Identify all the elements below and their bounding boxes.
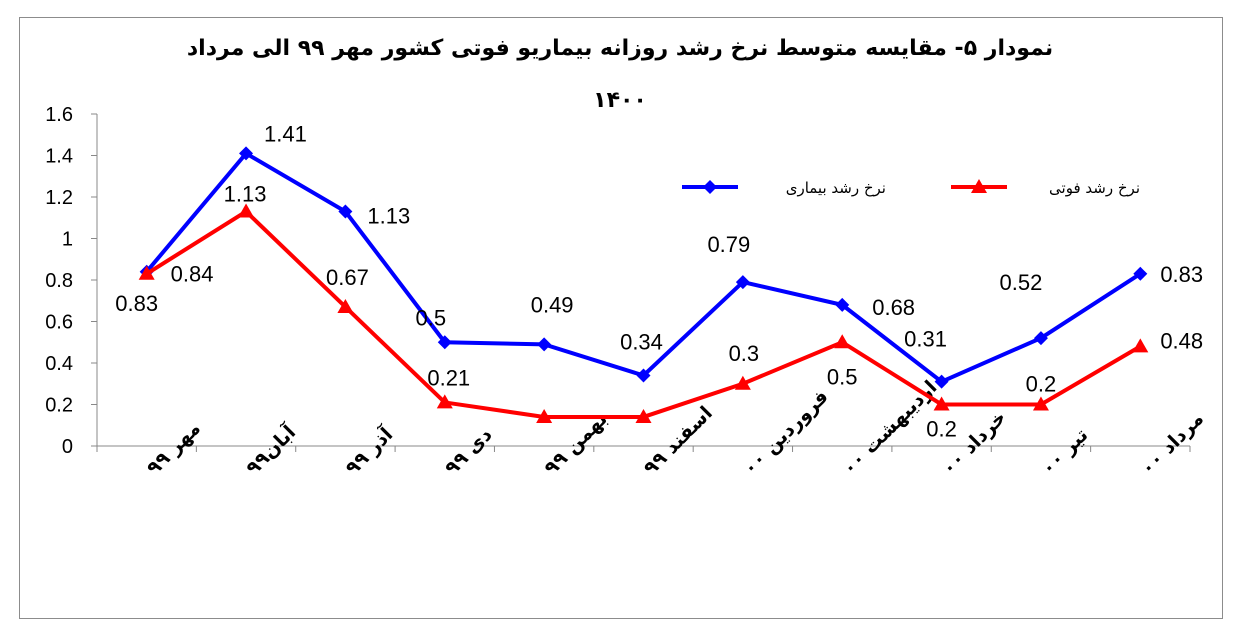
data-label: 0.49	[531, 292, 574, 317]
y-tick-label: 0.2	[45, 395, 73, 417]
data-label: 1.13	[224, 182, 267, 207]
data-label: 0.31	[904, 327, 947, 352]
data-point-triangle	[834, 334, 851, 349]
x-tick-label: آبان۹۹	[241, 420, 301, 480]
data-label: 0.83	[1160, 262, 1203, 287]
data-point-triangle	[337, 298, 354, 313]
data-point-triangle	[933, 396, 950, 411]
data-label: 0.34	[620, 329, 663, 354]
x-tick-label: تیر ۰۰	[1037, 424, 1093, 480]
data-label: 1.13	[367, 204, 410, 229]
data-label: 0.52	[1000, 270, 1043, 295]
chart-title-line2: ۱۴۰۰	[593, 88, 647, 113]
data-label: 0.5	[415, 305, 446, 330]
data-point-triangle	[138, 265, 155, 280]
data-point-diamond	[835, 297, 850, 312]
series-line	[145, 209, 1142, 419]
legend-marker-triangle	[971, 179, 987, 193]
x-tick-label: مهر ۹۹	[143, 417, 205, 479]
y-tick-label: 0	[62, 436, 73, 458]
legend-label: نرخ رشد فوتی	[1049, 179, 1140, 197]
data-label: 0.2	[1026, 372, 1057, 397]
y-tick-label: 1.2	[45, 187, 73, 209]
data-point-diamond	[934, 374, 949, 389]
data-label: 1.41	[264, 121, 307, 146]
data-point-triangle	[536, 408, 553, 423]
x-tick-label: فروردین ۰۰	[739, 386, 833, 480]
y-tick-label: 0.8	[45, 270, 73, 292]
data-point-diamond	[437, 335, 452, 350]
data-point-diamond	[537, 337, 552, 352]
legend-marker-diamond	[703, 180, 717, 194]
chart-title: نمودار ۵- مقایسه متوسط نرخ رشد روزانه بی…	[186, 36, 1054, 61]
data-point-diamond	[1133, 266, 1148, 281]
data-label: 0.3	[729, 341, 760, 366]
data-point-diamond	[338, 204, 353, 219]
data-point-triangle	[635, 408, 652, 423]
data-point-triangle	[734, 375, 751, 390]
chart-frame	[19, 17, 1223, 619]
data-label: 0.83	[115, 291, 158, 316]
data-point-diamond	[1033, 331, 1048, 346]
data-label: 0.67	[326, 265, 369, 290]
data-label: 0.2	[926, 417, 957, 442]
data-label: 0.5	[827, 364, 858, 389]
legend-label: نرخ رشد بیماری	[786, 179, 886, 197]
data-point-triangle	[1032, 396, 1049, 411]
y-tick-label: 0.6	[45, 312, 73, 334]
data-label: 0.79	[707, 232, 750, 257]
x-tick-label: دی ۹۹	[441, 424, 497, 480]
data-label: 0.21	[427, 365, 470, 390]
data-point-triangle	[436, 394, 453, 409]
y-tick-label: 1	[62, 229, 73, 251]
data-point-diamond	[636, 368, 651, 383]
y-tick-label: 0.4	[45, 353, 73, 375]
y-tick-label: 1.6	[45, 104, 73, 126]
data-point-diamond	[239, 146, 254, 161]
data-label: 0.48	[1160, 328, 1203, 353]
data-point-triangle	[1132, 338, 1149, 353]
data-label: 0.84	[171, 262, 214, 287]
data-label: 0.68	[872, 295, 915, 320]
y-tick-label: 1.4	[45, 146, 73, 168]
data-point-triangle	[238, 203, 255, 218]
data-point-diamond	[735, 275, 750, 290]
x-tick-label: مرداد ۰۰	[1136, 408, 1208, 480]
x-tick-label: آذر ۹۹	[340, 422, 398, 480]
